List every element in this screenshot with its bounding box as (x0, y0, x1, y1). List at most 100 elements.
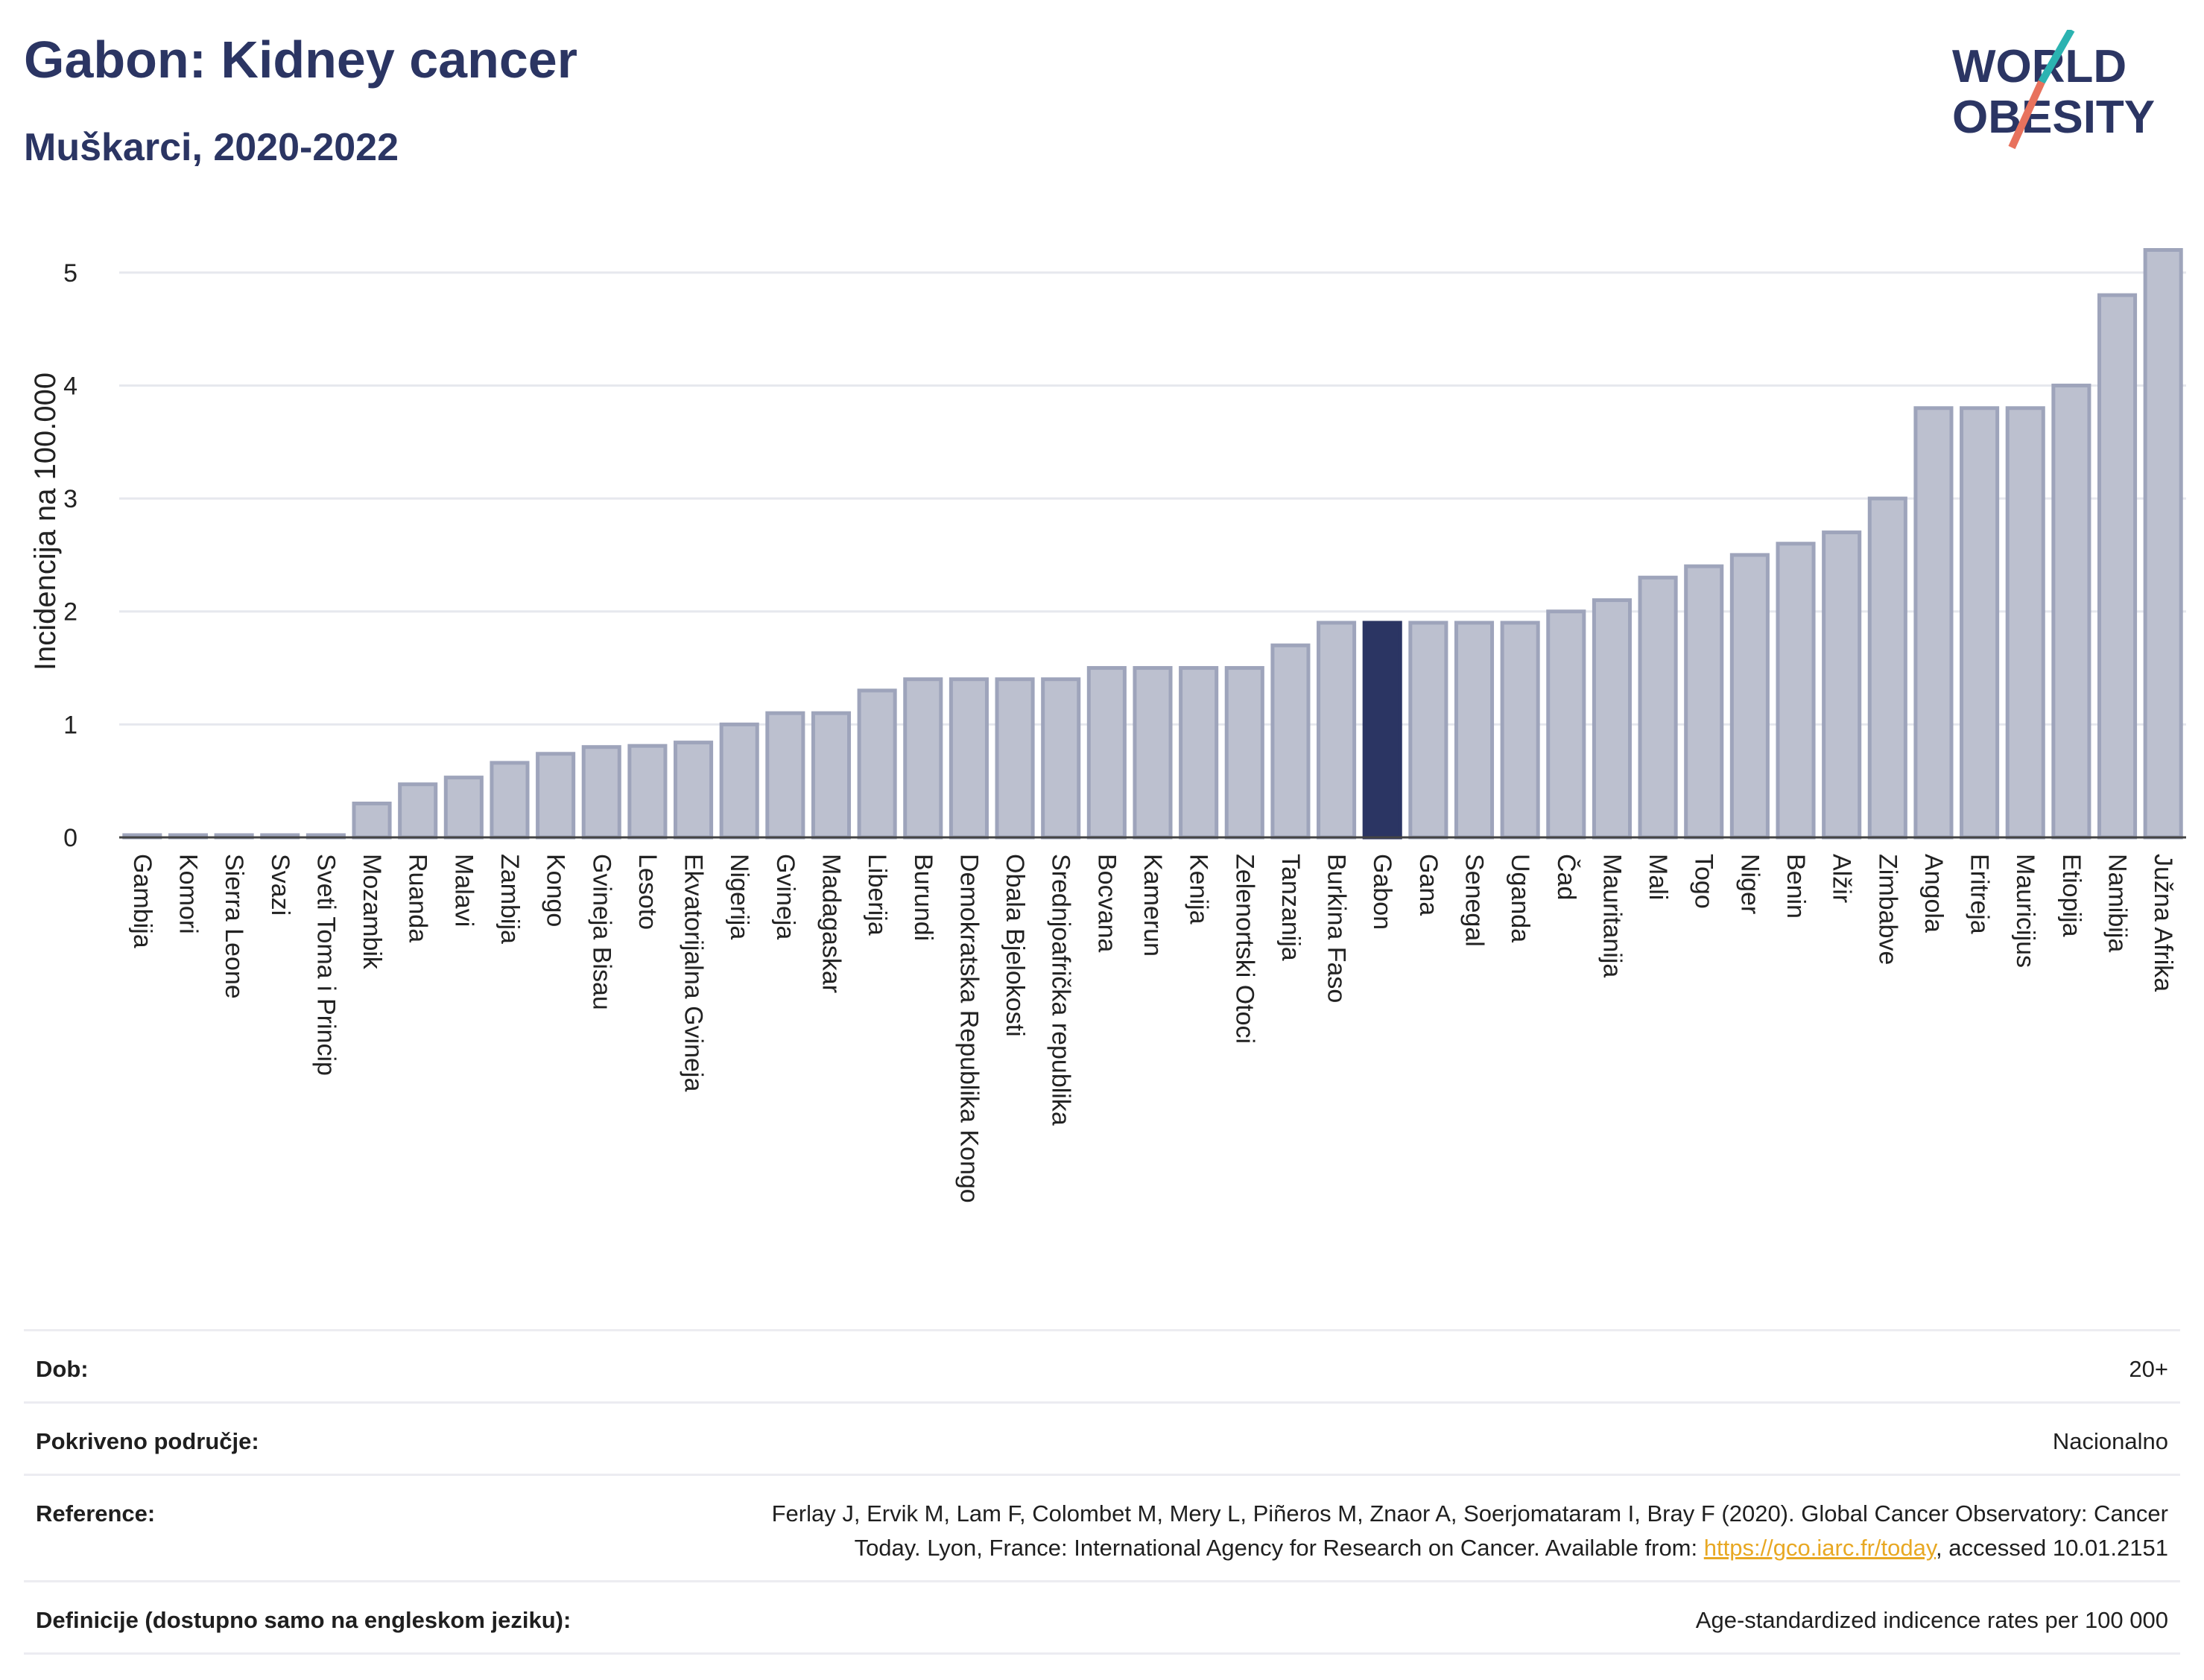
bar-lesoto (627, 744, 668, 840)
bar-etiopija (2051, 383, 2091, 840)
bar-niger (1729, 553, 1770, 840)
logo-slash-coral (2008, 80, 2045, 150)
x-tick-label: Mali (1644, 854, 1672, 900)
x-tick-label: Liberija (863, 854, 891, 936)
bar-gabon (1362, 621, 1402, 840)
reference-link[interactable]: https://gco.iarc.fr/today (1703, 1535, 1937, 1561)
bar-kongo (536, 752, 576, 840)
x-tick-label: Mozambik (358, 854, 386, 970)
x-tick-label: Lesoto (633, 854, 662, 930)
bar-namibija (2097, 293, 2138, 840)
bar-mozambik (352, 802, 392, 840)
x-tick-label: Malavi (449, 854, 478, 927)
bar-liberija (857, 688, 897, 840)
bar-uganda (1500, 621, 1540, 840)
info-label-definitions: Definicije (dostupno samo na engleskom j… (36, 1607, 571, 1633)
bar-togo (1684, 564, 1724, 840)
bar-gvineja-bisau (581, 745, 621, 840)
info-label-coverage: Pokriveno područje: (36, 1428, 259, 1454)
x-tick-label: Ruanda (404, 854, 432, 942)
bar-madagaskar (811, 711, 852, 840)
info-row-age: Dob: 20+ (24, 1329, 2180, 1401)
bar-burundi (903, 677, 943, 840)
bar-demokratska-republika-kongo (949, 677, 989, 840)
bar-južna-afrika (2143, 247, 2183, 840)
info-row-definitions: Definicije (dostupno samo na engleskom j… (24, 1580, 2180, 1655)
x-tick-label: Gambija (128, 854, 156, 948)
x-tick-label: Demokratska Republika Kongo (954, 854, 983, 1203)
info-label-reference: Reference: (36, 1500, 156, 1527)
x-tick-label: Mauricijus (2011, 854, 2039, 968)
info-value-definitions: Age-standardized indicence rates per 100… (1695, 1607, 2168, 1633)
bar-zambija (490, 761, 530, 840)
logo-slash-teal (2038, 30, 2075, 84)
x-tick-label: Srednjoafrička republika (1047, 854, 1075, 1126)
x-tick-label: Ekvatorijalna Gvineja (680, 854, 708, 1091)
x-tick-label: Burkina Faso (1323, 854, 1351, 1003)
x-tick-label: Angola (1919, 854, 1948, 933)
info-row-coverage: Pokriveno područje: Nacionalno (24, 1401, 2180, 1474)
x-tick-label: Nigerija (725, 854, 753, 939)
x-tick-label: Sveti Toma i Princip (311, 854, 340, 1076)
x-tick-label: Eritreja (1966, 854, 1994, 934)
x-tick-label: Kenija (1185, 854, 1213, 925)
bar-alžir (1822, 530, 1862, 840)
bar-benin (1776, 542, 1816, 840)
info-row-reference: Reference: Ferlay J, Ervik M, Lam F, Col… (24, 1474, 2180, 1580)
info-value-age: 20+ (2129, 1356, 2168, 1382)
reference-line-2: Today. Lyon, France: International Agenc… (854, 1535, 1704, 1561)
bar-mauritanija (1592, 598, 1632, 840)
info-table: Dob: 20+ Pokriveno područje: Nacionalno … (24, 1329, 2180, 1655)
reference-accessed: , accessed 10.01.2151 (1936, 1535, 2168, 1561)
x-tick-label: Zimbabve (1873, 854, 1901, 965)
bar-gvineja (765, 711, 805, 840)
bar-bocvana (1086, 666, 1127, 840)
bar-ekvatorijalna-gvineja (674, 741, 714, 840)
bar-mauricijus (2005, 406, 2045, 840)
y-tick-label: 0 (63, 824, 77, 852)
x-tick-label: Uganda (1506, 854, 1534, 942)
bar-nigerija (719, 722, 759, 840)
bar-srednjoafrička-republika (1041, 677, 1081, 840)
x-tick-label: Kamerun (1139, 854, 1167, 957)
y-tick-label: 3 (63, 485, 77, 513)
bar-chart: 0 1 2 3 4 5 Gambija Komori Sierra Leone Svazi Sve… (29, 247, 2186, 1203)
x-tick-label: Južna Afrika (2149, 854, 2177, 992)
x-tick-label: Niger (1735, 854, 1764, 914)
y-tick-label: 4 (63, 372, 77, 400)
x-tick-label: Gvineja Bisau (587, 854, 615, 1010)
bar-tanzanija (1270, 643, 1311, 840)
x-tick-label: Benin (1782, 854, 1810, 919)
world-obesity-logo: WORLD OBESITY (1952, 30, 2155, 150)
y-tick-label: 1 (63, 711, 77, 739)
x-tick-label: Gabon (1368, 854, 1396, 930)
x-tick-label: Gvineja (771, 854, 799, 939)
bar-mali (1638, 575, 1678, 840)
bar-obala-bjelokosti (995, 677, 1035, 840)
x-tick-label: Kongo (542, 854, 570, 927)
y-axis-title: Incidencija na 100.000 (29, 373, 62, 671)
bar-ruanda (398, 782, 438, 840)
logo-word-obesity: OBESITY (1952, 92, 2155, 143)
x-tick-label: Etiopija (2057, 854, 2086, 937)
x-axis-labels: Gambija Komori Sierra Leone Svazi Sveti Toma… (128, 854, 2177, 1203)
x-tick-label: Togo (1690, 854, 1718, 909)
x-tick-label: Čad (1552, 854, 1580, 900)
bar-malavi (443, 776, 484, 840)
reference-line-1: Ferlay J, Ervik M, Lam F, Colombet M, Me… (771, 1500, 2168, 1527)
x-tick-label: Burundi (909, 854, 937, 941)
x-tick-label: Svazi (266, 854, 294, 916)
info-value-coverage: Nacionalno (2052, 1428, 2168, 1454)
x-tick-label: Zelenortski Otoci (1230, 854, 1258, 1044)
chart-title: Gabon: Kidney cancer (24, 31, 577, 89)
bar-senegal (1454, 621, 1495, 840)
y-tick-label: 2 (63, 598, 77, 627)
x-tick-label: Sierra Leone (220, 854, 248, 999)
bar-kenija (1179, 666, 1219, 840)
bar-gana (1408, 621, 1448, 840)
x-tick-label: Alžir (1828, 854, 1856, 903)
bar-čad (1546, 609, 1586, 840)
x-tick-label: Madagaskar (817, 854, 845, 993)
x-tick-label: Namibija (2103, 854, 2132, 952)
x-tick-label: Gana (1414, 854, 1443, 916)
